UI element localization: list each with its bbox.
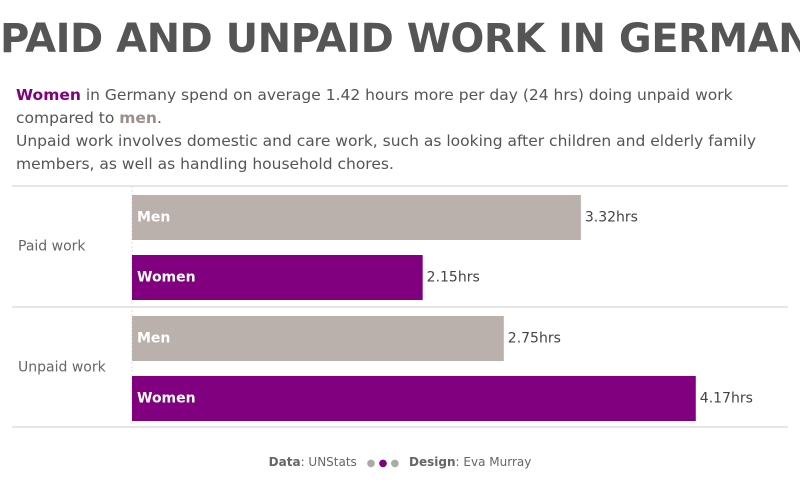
bar [132, 376, 696, 421]
bar [132, 195, 581, 240]
value-label: 2.75hrs [508, 331, 561, 347]
bar [132, 316, 504, 361]
category-label: Unpaid work [18, 360, 107, 376]
bar-series-label: Men [137, 331, 170, 347]
description: Unpaid work involves domestic and care w… [16, 132, 757, 150]
subtitle-text: in Germany spend on average 1.42 hours m… [80, 86, 733, 104]
value-label: 4.17hrs [700, 391, 753, 407]
value-label: 3.32hrs [585, 210, 638, 226]
subtitle-text: . [156, 109, 162, 127]
bar-series-label: Women [137, 270, 196, 286]
subtitle-highlight: men [119, 109, 157, 127]
subtitle: Women in Germany spend on average 1.42 h… [16, 84, 756, 176]
footer: Data: UNStats ● ● ● Design: Eva Murray [0, 455, 800, 469]
footer-text: : Eva Murray [455, 455, 532, 469]
bar-series-label: Women [137, 391, 196, 407]
dots: ● ● ● [366, 458, 400, 469]
bar-series-label: Men [137, 210, 170, 226]
value-label: 2.15hrs [427, 270, 480, 286]
bar [132, 255, 423, 300]
chart: Paid work Men 3.32hrs Women 2.15hrs Unpaid wo… [12, 185, 788, 428]
category-label: Paid work [18, 239, 86, 255]
footer-label: Data [268, 455, 301, 469]
subtitle-highlight: Women [16, 86, 81, 104]
footer-text: : UNStats [300, 455, 357, 469]
chart-title: PAID AND UNPAID WORK IN GERMANY [0, 16, 800, 62]
subtitle-text: compared to [16, 109, 120, 127]
footer-label: Design [409, 455, 456, 469]
description: members, as well as handling household c… [16, 155, 394, 173]
